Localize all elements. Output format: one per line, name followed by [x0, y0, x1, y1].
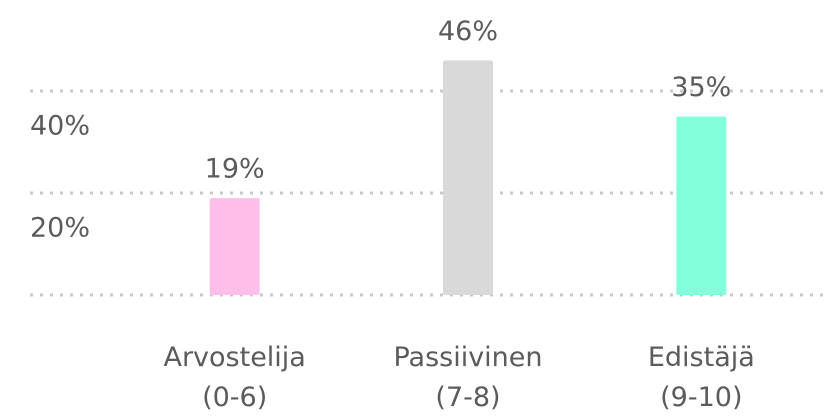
value-label: 35%	[671, 72, 731, 103]
x-tick-label-line: Arvostelija	[163, 342, 305, 373]
x-tick-label-line: Edistäjä	[648, 342, 755, 373]
x-tick-label: Arvostelija (0-6)	[163, 342, 305, 413]
x-tick-label-line: (9-10)	[660, 382, 742, 413]
y-tick-label: 20%	[30, 213, 90, 244]
x-tick-label: Passiivinen (7-8)	[393, 342, 542, 413]
x-tick-label-line: Passiivinen	[393, 342, 542, 373]
x-tick-label: Edistäjä (9-10)	[648, 342, 755, 413]
y-tick-label: 40%	[30, 111, 90, 142]
value-label: 46%	[438, 16, 498, 47]
x-tick-label-line: (0-6)	[202, 382, 267, 413]
bar	[443, 60, 493, 296]
x-tick-label-line: (7-8)	[435, 382, 500, 413]
bar	[676, 116, 727, 295]
bar	[209, 198, 260, 295]
value-label: 19%	[205, 154, 265, 185]
